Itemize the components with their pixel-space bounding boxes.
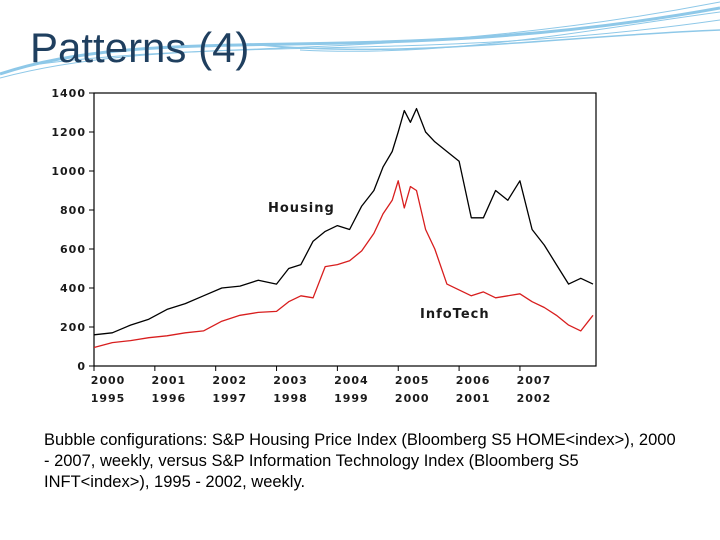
y-tick-label: 800	[60, 204, 86, 217]
x-tick-label-bottom: 1998	[273, 392, 308, 405]
y-axis: 1400 1200 1000 800 600 400 200 0	[51, 87, 94, 373]
x-tick-label-top: 2006	[456, 374, 491, 387]
x-tick-label-bottom: 1999	[334, 392, 369, 405]
x-tick-label-bottom: 1995	[91, 392, 126, 405]
x-tick-label-top: 2003	[273, 374, 308, 387]
x-tick-label-top: 2004	[334, 374, 369, 387]
x-tick-label-top: 2007	[517, 374, 552, 387]
y-tick-label: 0	[77, 360, 86, 373]
slide-caption: Bubble configurations: S&P Housing Price…	[44, 431, 676, 491]
x-tick-label-bottom: 1997	[212, 392, 247, 405]
series-lines	[93, 107, 594, 349]
y-tick-label: 200	[60, 321, 86, 334]
x-tick-label-top: 2002	[212, 374, 247, 387]
infotech-series-line	[93, 180, 594, 349]
x-tick-label-top: 2000	[91, 374, 126, 387]
x-tick-label-bottom: 1996	[152, 392, 187, 405]
infotech-series-label: InfoTech	[420, 307, 490, 322]
x-tick-label-bottom: 2001	[456, 392, 491, 405]
y-tick-label: 600	[60, 243, 86, 256]
x-tick-label-bottom: 2002	[517, 392, 552, 405]
housing-series-label: Housing	[268, 201, 335, 216]
y-tick-label: 1400	[51, 87, 86, 100]
plot-frame	[93, 92, 597, 367]
x-axis: 2000 2001 2002 2003 2004 2005 2006 2007 1995 1996…	[91, 366, 552, 405]
x-tick-label-bottom: 2000	[395, 392, 430, 405]
title-decoration	[0, 1, 720, 79]
x-tick-label-top: 2001	[152, 374, 187, 387]
housing-series-line	[93, 107, 594, 336]
y-tick-label: 1200	[51, 126, 86, 139]
y-tick-label: 1000	[51, 165, 86, 178]
slide-title: Patterns (4)	[30, 24, 250, 71]
y-tick-label: 400	[60, 282, 86, 295]
x-tick-label-top: 2005	[395, 374, 430, 387]
